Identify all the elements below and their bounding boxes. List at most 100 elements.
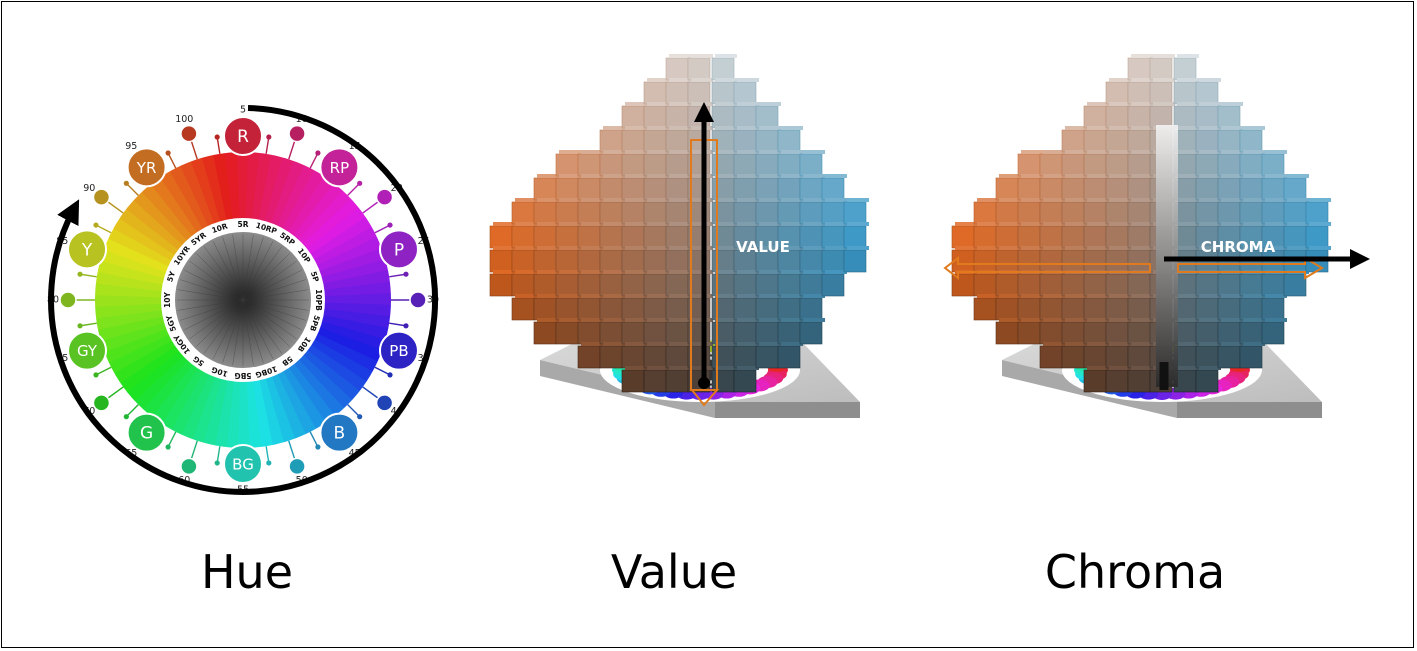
- color-block-top: [559, 270, 581, 274]
- color-block: [665, 57, 689, 81]
- color-block-top: [1109, 198, 1131, 202]
- color-block-top: [581, 222, 603, 226]
- color-block: [1127, 201, 1151, 225]
- color-block-top: [625, 366, 647, 370]
- color-block-top: [737, 294, 759, 298]
- color-block-top: [1199, 318, 1221, 322]
- center-spoke: [242, 299, 306, 321]
- hue-marker-line: [288, 440, 296, 460]
- color-block-top: [1021, 246, 1043, 250]
- color-block-top: [1221, 294, 1243, 298]
- center-spoke: [196, 253, 244, 301]
- color-block-top: [1199, 198, 1221, 202]
- principal-hue-label: G: [140, 424, 153, 444]
- color-block-top: [1177, 198, 1199, 202]
- color-block-top: [669, 294, 691, 298]
- color-block-top: [1021, 150, 1043, 154]
- color-block: [643, 345, 667, 369]
- color-block: [1039, 177, 1063, 201]
- color-block-top: [825, 270, 847, 274]
- color-block: [489, 273, 513, 297]
- principal-hue-label: RP: [330, 159, 349, 177]
- color-block-top: [1043, 222, 1065, 226]
- color-block-top: [515, 198, 537, 202]
- color-block-top: [647, 174, 669, 178]
- color-block-top: [999, 246, 1021, 250]
- color-block-top: [1109, 342, 1131, 346]
- color-block: [1083, 273, 1107, 297]
- color-block: [1061, 153, 1085, 177]
- color-block-top: [647, 150, 669, 154]
- color-block: [973, 201, 997, 225]
- color-block: [1105, 369, 1129, 393]
- color-block: [755, 273, 779, 297]
- color-block-top: [1177, 366, 1199, 370]
- color-block: [533, 225, 557, 249]
- hue-marker-line: [347, 184, 359, 196]
- color-block: [711, 321, 735, 345]
- hue-ring-label: 5P: [309, 270, 321, 283]
- color-block: [1039, 201, 1063, 225]
- color-block: [973, 297, 997, 321]
- color-block: [555, 177, 579, 201]
- color-block: [1217, 321, 1241, 345]
- color-block: [1017, 153, 1041, 177]
- color-block: [1017, 249, 1041, 273]
- color-block: [1127, 369, 1151, 393]
- color-block: [621, 129, 645, 153]
- color-block-top: [1109, 174, 1131, 178]
- color-block-top: [581, 198, 603, 202]
- color-block: [1195, 177, 1219, 201]
- color-block: [1173, 81, 1197, 105]
- hue-marker-dot: [288, 124, 306, 143]
- color-block: [1017, 225, 1041, 249]
- color-block-top: [1199, 294, 1221, 298]
- principal-hue-circle: [126, 412, 167, 453]
- color-block: [799, 225, 823, 249]
- color-block-top: [647, 126, 669, 130]
- color-block-top: [603, 342, 625, 346]
- color-block: [1195, 321, 1219, 345]
- value-solid-blocks: [489, 54, 869, 393]
- color-block-top: [1065, 174, 1087, 178]
- color-block-top: [1243, 150, 1265, 154]
- caption-hue: Hue: [200, 545, 294, 599]
- color-block: [1149, 105, 1173, 129]
- color-block-top: [1243, 294, 1265, 298]
- color-block-top: [1199, 246, 1221, 250]
- color-block: [1105, 345, 1129, 369]
- center-spoke: [204, 299, 244, 354]
- color-block: [599, 273, 623, 297]
- center-spoke: [189, 261, 244, 301]
- color-block-top: [803, 246, 825, 250]
- color-block: [1217, 177, 1241, 201]
- color-block-top: [1199, 126, 1221, 130]
- color-block: [995, 273, 1019, 297]
- color-block: [821, 249, 845, 273]
- center-spoke: [212, 241, 244, 301]
- color-block: [843, 249, 867, 273]
- color-block-top: [1087, 102, 1109, 106]
- color-block: [1149, 57, 1173, 81]
- color-block: [1061, 345, 1085, 369]
- color-block-top: [669, 126, 691, 130]
- color-block-top: [1065, 318, 1087, 322]
- color-block-top: [581, 318, 603, 322]
- color-block-top: [625, 222, 647, 226]
- principal-hue-label: Y: [81, 240, 93, 260]
- color-block-top: [647, 246, 669, 250]
- color-block: [665, 129, 689, 153]
- color-block: [1239, 177, 1263, 201]
- center-spoke: [232, 299, 244, 366]
- color-block-top: [847, 222, 869, 226]
- color-block-top: [1153, 78, 1175, 82]
- center-spoke: [177, 289, 244, 301]
- color-block: [1149, 81, 1173, 105]
- center-spoke: [242, 299, 254, 366]
- center-spoke: [189, 299, 244, 339]
- color-block: [755, 297, 779, 321]
- color-block: [733, 201, 757, 225]
- color-block-top: [537, 222, 559, 226]
- color-block-top: [1177, 294, 1199, 298]
- color-block: [711, 81, 735, 105]
